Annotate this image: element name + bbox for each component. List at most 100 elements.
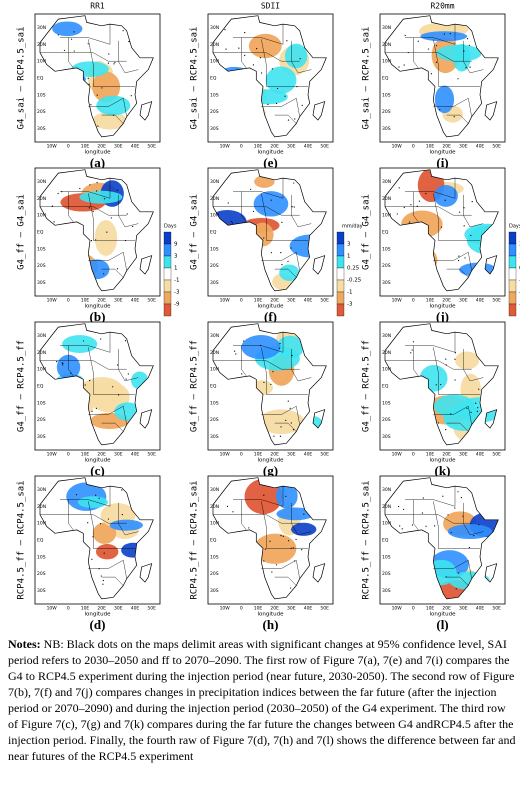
row-label: G4_ff – RCP4.5_ff xyxy=(362,340,372,432)
significance-dot xyxy=(89,380,91,382)
country-border xyxy=(241,499,247,531)
lon-tick-label: 10W xyxy=(392,298,403,304)
significance-dot xyxy=(449,33,451,35)
significance-dot xyxy=(88,83,90,85)
increase-patch xyxy=(275,483,298,509)
lon-tick-label: 10E xyxy=(426,144,435,150)
colorbar-segment xyxy=(163,267,172,281)
lon-tick-label: 10E xyxy=(426,606,435,612)
notes: Notes: NB: Black dots on the maps delimi… xyxy=(8,636,516,764)
significance-dot xyxy=(248,527,250,529)
country-border xyxy=(405,24,456,45)
significance-dot xyxy=(63,49,66,52)
lon-tick-label: 50E xyxy=(147,606,156,612)
increase-patch xyxy=(279,264,300,282)
significance-dot xyxy=(454,507,456,509)
column-title: R20mm xyxy=(430,2,454,11)
significance-dot xyxy=(102,579,104,582)
lon-tick-label: 20E xyxy=(442,452,451,458)
country-border xyxy=(233,178,284,199)
significance-dot xyxy=(457,259,460,262)
lon-tick-label: 20E xyxy=(97,144,106,150)
country-border xyxy=(405,332,456,353)
significance-dot xyxy=(476,410,478,412)
lon-tick-label: 20E xyxy=(97,452,106,458)
lon-tick-label: 50E xyxy=(492,144,501,150)
colorbar-label: -3 xyxy=(347,302,353,308)
significance-dot xyxy=(57,34,59,36)
significance-dot xyxy=(417,40,419,42)
country-border xyxy=(385,52,472,62)
lat-tick-label: 20S xyxy=(37,571,46,577)
row-label: RCP4.5_ff – RCP4.5_sai xyxy=(17,480,27,599)
country-border xyxy=(213,514,300,524)
lon-tick-label: 10W xyxy=(47,298,58,304)
lon-tick-label: 0 xyxy=(240,298,243,304)
significance-dot xyxy=(435,384,437,386)
panel-letter: (j) xyxy=(436,309,449,324)
decrease-patch xyxy=(455,351,480,370)
significance-dot xyxy=(435,61,437,63)
country-border xyxy=(433,405,472,425)
lon-tick-label: 10E xyxy=(254,606,263,612)
country-border xyxy=(446,422,469,432)
lat-tick-label: 20N xyxy=(382,196,391,202)
significance-dot xyxy=(403,206,405,209)
significance-dot xyxy=(232,511,234,513)
lat-tick-label: 10N xyxy=(382,367,391,373)
lon-tick-label: 30E xyxy=(459,606,468,612)
country-border xyxy=(413,345,419,377)
significance-dot xyxy=(108,53,110,55)
lon-tick-label: 40E xyxy=(131,144,140,150)
significance-dot xyxy=(263,560,265,562)
patches xyxy=(42,482,146,591)
colorbar-label: -1 xyxy=(347,290,352,296)
row-label: G4_ff – G4_sai xyxy=(362,194,372,270)
panel-letter: (h) xyxy=(263,617,279,632)
significance-dot xyxy=(294,118,296,120)
colorbar-label: 3 xyxy=(347,242,351,248)
significance-dot xyxy=(95,407,98,409)
significance-dot xyxy=(116,364,119,366)
lat-tick-label: 10N xyxy=(37,367,46,373)
country-border xyxy=(385,360,472,370)
country-border xyxy=(88,193,135,241)
lat-tick-label: 30N xyxy=(210,179,219,185)
significance-dot xyxy=(281,221,283,224)
country-border xyxy=(68,499,74,531)
lon-tick-label: 20E xyxy=(270,452,279,458)
lat-tick-label: 30S xyxy=(210,280,219,286)
lat-tick-label: 30N xyxy=(382,487,391,493)
lon-tick-label: 40E xyxy=(304,606,313,612)
increase-patch xyxy=(56,354,81,380)
increase-patch xyxy=(79,190,123,204)
colorbar-segment xyxy=(336,303,345,317)
lat-tick-label: 20S xyxy=(37,263,46,269)
lon-tick-label: 40E xyxy=(304,144,313,150)
lon-tick-label: 0 xyxy=(67,298,70,304)
significance-dot xyxy=(57,192,59,195)
increase-patch xyxy=(265,66,297,94)
significance-dot xyxy=(301,104,303,107)
lat-tick-label: 10S xyxy=(37,92,46,98)
lat-tick-label: 20S xyxy=(210,417,219,423)
significance-dot xyxy=(293,206,295,208)
significance-dot xyxy=(475,402,477,404)
country-border xyxy=(241,37,247,69)
panel-letter: (l) xyxy=(436,617,448,632)
x-axis-label: longitude xyxy=(430,304,457,310)
country-border xyxy=(118,194,139,228)
significance-dot xyxy=(273,435,275,437)
lon-tick-label: 0 xyxy=(412,298,415,304)
colorbar-label: 9 xyxy=(174,242,178,248)
significance-dot xyxy=(410,204,412,206)
increase-patch xyxy=(62,335,98,353)
lon-tick-label: 30E xyxy=(287,144,296,150)
significance-dot xyxy=(259,57,262,59)
lat-tick-label: 30N xyxy=(382,179,391,185)
country-border xyxy=(433,97,472,117)
x-axis-label: longitude xyxy=(85,150,112,156)
significance-dot xyxy=(454,358,456,360)
lat-tick-label: 20S xyxy=(210,109,219,115)
